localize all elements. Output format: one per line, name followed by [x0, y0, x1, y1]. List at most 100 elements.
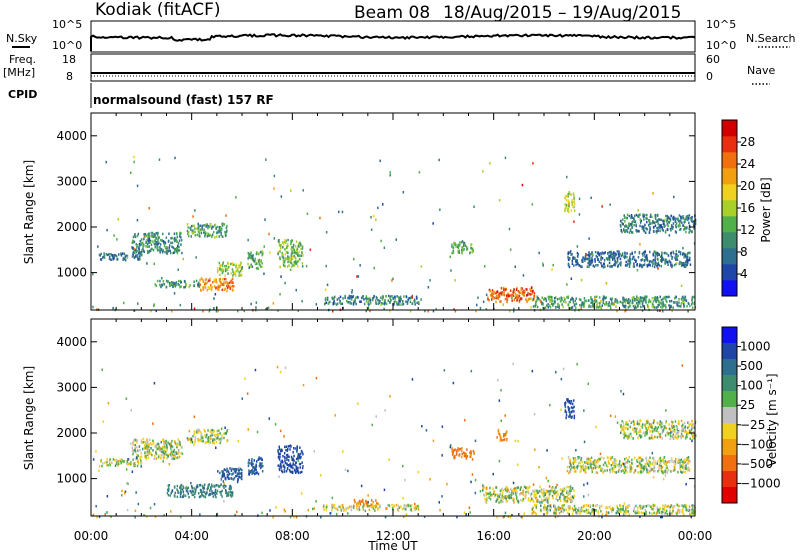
- power-noise-point: [380, 160, 382, 163]
- velocity-cell-5: [214, 442, 216, 445]
- velocity-cell-8: [397, 508, 399, 511]
- power-cell-13: [564, 203, 566, 206]
- power-cell-11: [654, 251, 656, 254]
- power-cell-5: [294, 256, 296, 259]
- power-cell-13: [565, 195, 567, 198]
- velocity-cell-4: [159, 447, 161, 450]
- velocity-cell-4: [133, 439, 135, 442]
- power-noise-point: [486, 294, 488, 297]
- power-cell-11: [687, 256, 689, 259]
- power-noise-point: [657, 267, 659, 270]
- power-cell-10: [615, 298, 617, 301]
- power-noise-point: [511, 297, 512, 300]
- power-cell-3: [134, 233, 136, 236]
- velocity-cell-2: [287, 454, 289, 457]
- power-cell-1: [172, 286, 174, 289]
- power-cell-10: [590, 301, 592, 304]
- power-cell-5: [297, 261, 299, 264]
- power-cell-2: [224, 265, 226, 268]
- velocity-cell-15: [668, 423, 670, 426]
- power-cell-8: [495, 292, 497, 295]
- power-cell-4: [222, 236, 224, 239]
- power-cell-10: [669, 300, 671, 303]
- velocity-cell-14: [626, 457, 628, 460]
- power-noise-point: [137, 302, 139, 305]
- power-cell-11: [624, 254, 626, 257]
- power-noise-point: [565, 301, 567, 304]
- velocity-cell-14: [666, 467, 668, 470]
- velocity-cell-2: [281, 466, 283, 469]
- power-noise-point: [247, 239, 249, 242]
- velocity-cell-15: [625, 432, 627, 435]
- velocity-cell-14: [579, 471, 581, 474]
- power-cell-5: [283, 243, 285, 246]
- power-cell-6: [255, 260, 256, 263]
- power-cell-13: [566, 199, 568, 202]
- velocity-noise-point: [95, 450, 97, 453]
- power-noise-point: [180, 304, 182, 307]
- power-cell-4: [204, 232, 206, 235]
- power-cell-7: [106, 253, 108, 256]
- power-cell-14: [622, 223, 624, 226]
- velocity-cell-14: [630, 470, 632, 473]
- power-cell-14: [688, 217, 690, 220]
- velocity-cell-11: [548, 497, 550, 500]
- power-cell-3: [141, 238, 143, 241]
- velocity-cell-11: [500, 498, 502, 501]
- velocity-cell-6: [129, 463, 131, 466]
- velocity-cell-14: [665, 470, 667, 473]
- velocity-cell-11: [486, 488, 488, 491]
- power-cell-11: [687, 253, 689, 256]
- power-cell-0: [199, 279, 201, 282]
- velocity-cell-0: [216, 484, 218, 487]
- power-cell-7: [118, 253, 120, 256]
- velocity-cell-11: [488, 493, 490, 496]
- power-noise-point: [396, 238, 398, 241]
- velocity-cell-4: [135, 446, 137, 449]
- velocity-cell-12: [563, 504, 565, 507]
- velocity-cell-14: [683, 471, 685, 474]
- power-cell-8: [495, 301, 497, 304]
- power-cell-10: [596, 306, 598, 309]
- velocity-cell-15: [671, 425, 673, 428]
- velocity-cell-14: [617, 464, 619, 467]
- velocity-cell-8: [345, 509, 347, 512]
- velocity-cell-15: [665, 434, 667, 437]
- power-cell-9: [396, 295, 398, 298]
- power-cell-14: [691, 216, 693, 219]
- velocity-cell-12: [637, 509, 639, 512]
- power-cell-8: [517, 298, 519, 301]
- power-noise-point: [450, 256, 452, 259]
- power-cell-14: [678, 225, 680, 228]
- velocity-cell-14: [666, 470, 668, 473]
- power-cell-11: [572, 263, 574, 266]
- power-cell-14: [689, 229, 691, 232]
- power-cell-10: [661, 299, 663, 302]
- velocity-cell-14: [643, 467, 645, 470]
- velocity-cell-2: [297, 467, 299, 470]
- power-cell-6: [250, 252, 252, 255]
- velocity-cell-11: [530, 500, 532, 503]
- power-cell-14: [663, 223, 665, 226]
- velocity-cell-14: [683, 459, 685, 462]
- power-noise-point: [515, 293, 517, 296]
- velocity-cell-11: [543, 488, 545, 491]
- velocity-cell-3: [262, 470, 264, 473]
- velocity-cell-4: [178, 438, 180, 441]
- power-cell-10: [627, 300, 629, 303]
- power-cell-0: [222, 289, 224, 292]
- power-cell-1: [155, 283, 157, 286]
- power-cell-5: [299, 258, 301, 261]
- power-cell-2: [225, 268, 227, 271]
- power-cell-11: [609, 262, 611, 265]
- power-noise-point: [439, 209, 441, 212]
- velocity-cell-5: [192, 435, 194, 438]
- power-cell-8: [532, 290, 534, 293]
- velocity-cell-12: [639, 511, 641, 514]
- velocity-cell-12: [561, 510, 563, 513]
- velocity-cell-2: [302, 451, 304, 454]
- power-cell-5: [294, 249, 296, 252]
- power-cell-14: [675, 224, 677, 227]
- velocity-cell-15: [680, 437, 682, 440]
- velocity-cell-14: [685, 464, 687, 467]
